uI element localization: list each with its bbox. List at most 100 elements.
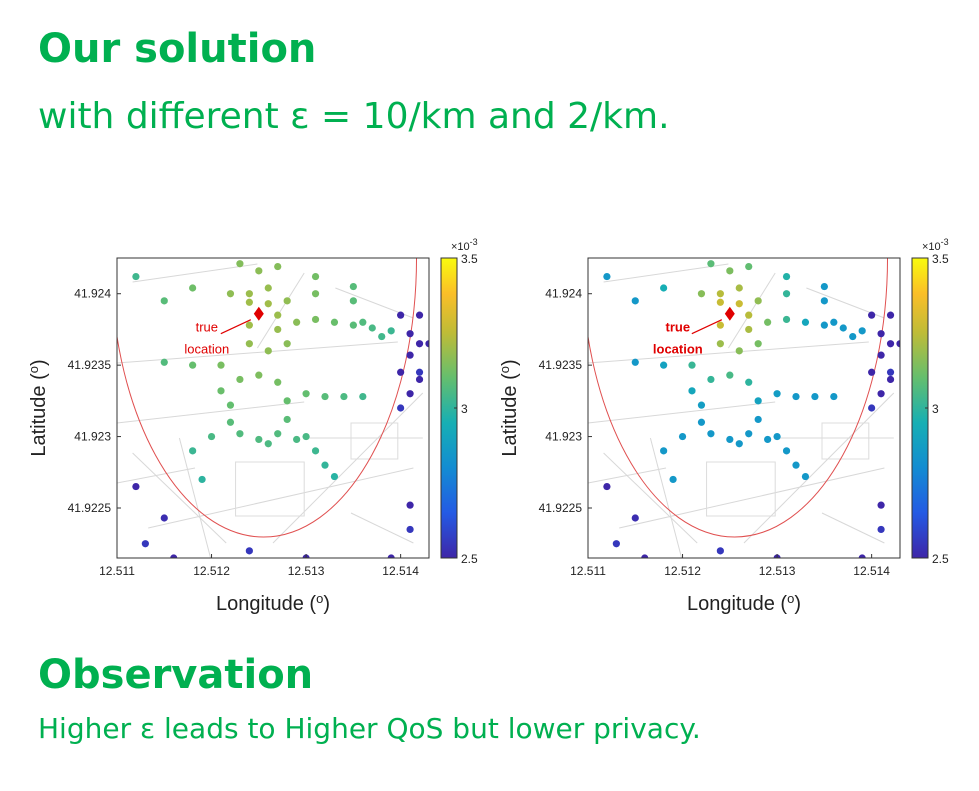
data-point xyxy=(236,260,244,268)
data-point xyxy=(274,325,282,334)
data-point xyxy=(255,435,263,444)
data-point xyxy=(839,324,847,332)
true-location-marker xyxy=(724,306,735,321)
data-point xyxy=(631,514,639,522)
data-point xyxy=(716,547,724,555)
data-point xyxy=(830,392,838,401)
data-point xyxy=(264,347,272,355)
data-point xyxy=(406,390,414,398)
data-point xyxy=(735,300,743,308)
data-point xyxy=(773,432,781,441)
data-point xyxy=(340,392,348,401)
data-point xyxy=(189,447,197,455)
privacy-ellipse xyxy=(588,257,888,538)
data-point xyxy=(245,290,253,298)
data-point xyxy=(697,401,706,409)
data-point xyxy=(226,401,235,409)
data-point xyxy=(735,347,743,355)
data-point xyxy=(198,475,206,484)
colorbar-tick-label: 3.5 xyxy=(932,252,949,266)
data-point xyxy=(660,361,668,369)
data-point xyxy=(406,330,414,338)
map-background xyxy=(587,263,895,559)
data-point xyxy=(603,482,611,491)
data-point xyxy=(754,415,762,424)
data-point xyxy=(735,440,743,448)
data-point xyxy=(217,361,225,369)
data-point xyxy=(311,447,320,455)
data-point xyxy=(745,262,753,271)
y-tick-label: 41.924 xyxy=(74,287,111,301)
x-tick-label: 12.513 xyxy=(288,564,325,578)
colorbar-tick-label: 2.5 xyxy=(461,552,478,566)
data-point xyxy=(697,418,706,426)
data-point xyxy=(868,368,876,376)
data-point xyxy=(726,267,734,275)
data-point xyxy=(397,311,405,319)
x-tick-label: 12.513 xyxy=(759,564,796,578)
data-point xyxy=(368,324,376,332)
data-point xyxy=(754,397,762,405)
data-point xyxy=(415,311,424,319)
privacy-ellipse xyxy=(117,257,417,538)
data-point xyxy=(160,358,168,366)
data-point xyxy=(886,311,895,319)
data-point xyxy=(782,272,791,281)
data-point xyxy=(792,461,800,469)
data-point xyxy=(707,430,715,438)
data-point xyxy=(773,390,781,398)
data-point xyxy=(349,321,357,329)
x-tick-label: 12.511 xyxy=(570,564,606,578)
data-point xyxy=(274,262,282,271)
data-point xyxy=(245,340,253,348)
data-point xyxy=(868,404,876,412)
data-point xyxy=(406,501,414,509)
data-point xyxy=(716,290,724,298)
data-point xyxy=(255,371,263,379)
data-point xyxy=(245,321,253,329)
data-point xyxy=(603,272,611,281)
data-point xyxy=(397,404,405,412)
chart-epsilon-2: true location 12.511 12.512 12.513 12.514 41.9… xyxy=(497,237,950,615)
colorbar-tick-label: 3 xyxy=(461,402,468,416)
data-point xyxy=(660,447,668,455)
data-point xyxy=(330,318,339,326)
y-tick-label: 41.9235 xyxy=(68,358,112,372)
data-point xyxy=(321,392,329,401)
data-point xyxy=(255,267,263,275)
x-tick-label: 12.511 xyxy=(99,564,135,578)
data-point xyxy=(735,284,743,292)
data-point xyxy=(217,387,225,395)
annotation-line1: true xyxy=(196,320,218,335)
data-point xyxy=(207,432,216,441)
y-tick-label: 41.923 xyxy=(74,430,111,444)
data-point xyxy=(141,540,149,548)
data-point xyxy=(631,358,639,366)
colorbar-exponent: ×10-3 xyxy=(451,237,478,253)
data-point xyxy=(849,332,857,341)
data-point xyxy=(858,554,866,558)
data-point xyxy=(612,540,620,548)
data-point xyxy=(302,432,310,441)
data-point xyxy=(330,472,339,481)
data-point xyxy=(264,300,272,308)
x-tick-label: 12.514 xyxy=(382,564,419,578)
y-tick-label: 41.9225 xyxy=(68,501,112,515)
plot-frame xyxy=(587,257,901,559)
data-point xyxy=(631,297,639,305)
data-point xyxy=(886,368,895,376)
slide-subtitle: with different ε = 10/km and 2/km. xyxy=(38,96,670,137)
data-point xyxy=(311,315,320,324)
x-tick-label: 12.512 xyxy=(664,564,701,578)
annotation-line2: location xyxy=(653,342,703,357)
data-point xyxy=(415,340,424,348)
data-point xyxy=(745,430,753,438)
data-point xyxy=(378,332,386,341)
x-axis-label: Longitude (o) xyxy=(216,591,330,616)
chart-epsilon-10: true location 12.511 12.512 12.513 12.514 41.9… xyxy=(26,237,479,616)
y-tick-label: 41.924 xyxy=(545,287,582,301)
data-point xyxy=(226,290,235,298)
data-point xyxy=(132,482,140,491)
data-point xyxy=(274,430,282,438)
data-point xyxy=(170,554,178,558)
